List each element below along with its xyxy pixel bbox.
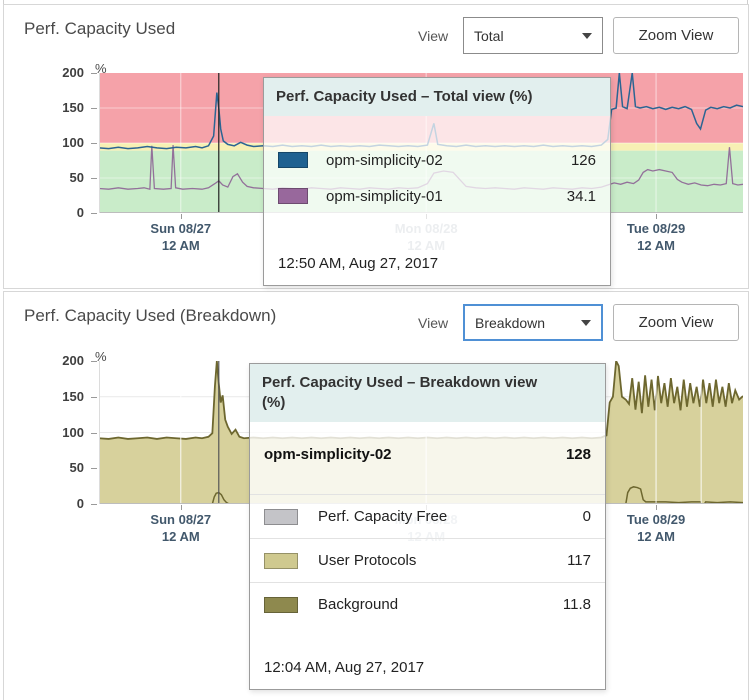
y-axis-tick-label: 50	[69, 170, 84, 185]
view-label: View	[418, 28, 449, 44]
y-axis-unit-label: %	[95, 61, 107, 76]
y-axis-tick-label: 0	[76, 205, 84, 220]
tooltip-timestamp: 12:50 AM, Aug 27, 2017	[278, 255, 439, 272]
y-axis-tick	[91, 468, 97, 470]
y-axis-tick-label: 50	[69, 460, 84, 476]
tooltip-row: opm-simplicity-02 126	[264, 148, 610, 172]
tooltip-row: opm-simplicity-01 34.1	[264, 184, 610, 208]
tooltip-row: Background 11.8	[250, 582, 605, 626]
series-color-swatch	[264, 508, 298, 525]
chart-tooltip-total: Perf. Capacity Used – Total view (%) opm…	[263, 77, 611, 286]
view-label: View	[418, 315, 449, 331]
tooltip-body: opm-simplicity-02 126 opm-simplicity-01 …	[264, 116, 610, 285]
y-axis-tick-label: 150	[62, 388, 84, 404]
tooltip-breakdown-rows: Perf. Capacity Free 0 User Protocols 117…	[250, 494, 605, 626]
tooltip-row: Perf. Capacity Free 0	[250, 494, 605, 538]
y-axis-tick-label: 200	[62, 353, 84, 368]
x-axis-label: Tue 08/29 12 AM	[626, 512, 686, 544]
series-color-swatch	[264, 596, 298, 613]
series-name: opm-simplicity-02	[326, 151, 443, 169]
page-title: Perf. Capacity Used	[24, 19, 176, 38]
x-axis-tick	[180, 505, 182, 510]
series-name: Perf. Capacity Free	[318, 508, 448, 525]
y-axis-tick-label: 100	[62, 424, 84, 440]
series-value: 11.8	[562, 596, 591, 613]
tooltip-row: User Protocols 117	[250, 538, 605, 582]
tooltip-timestamp: 12:04 AM, Aug 27, 2017	[264, 659, 425, 676]
y-axis-tick	[91, 504, 97, 505]
view-dropdown-value: Breakdown	[475, 314, 546, 331]
series-name: Background	[318, 596, 399, 613]
x-axis-tick	[656, 214, 658, 219]
series-name: User Protocols	[318, 552, 417, 569]
chevron-down-icon	[581, 319, 591, 326]
view-dropdown-breakdown[interactable]: Breakdown	[463, 304, 603, 341]
node-name: opm-simplicity-02	[264, 446, 392, 463]
series-name: opm-simplicity-01	[326, 187, 443, 205]
y-axis-tick	[91, 396, 97, 398]
y-axis-tick	[91, 213, 97, 214]
y-axis-tick-label: 0	[76, 496, 84, 511]
x-axis-label: Tue 08/29 12 AM	[626, 221, 686, 253]
y-axis-tick	[91, 73, 97, 74]
series-color-swatch	[278, 188, 308, 204]
y-axis-tick-label: 100	[62, 135, 84, 150]
area-outline-background-low-right	[625, 486, 743, 504]
chart-tooltip-breakdown: Perf. Capacity Used – Breakdown view (%)…	[249, 363, 606, 690]
zoom-view-button[interactable]: Zoom View	[613, 17, 739, 54]
outer-container-edge	[3, 0, 748, 4]
x-axis-label: Sun 08/27 12 AM	[150, 512, 212, 544]
y-axis-tick	[91, 108, 97, 109]
x-axis-label: Sun 08/27 12 AM	[150, 221, 212, 253]
page-title: Perf. Capacity Used (Breakdown)	[24, 306, 277, 325]
tooltip-title: Perf. Capacity Used – Breakdown view (%)	[250, 364, 605, 422]
chevron-down-icon	[582, 32, 592, 39]
y-axis-unit-label: %	[95, 349, 107, 364]
node-total-value: 128	[565, 446, 591, 463]
series-value: 34.1	[566, 187, 596, 205]
area-outline-background-low-left	[211, 491, 230, 504]
series-value: 117	[567, 552, 591, 569]
y-axis-tick	[91, 432, 97, 434]
zoom-view-button[interactable]: Zoom View	[613, 304, 739, 341]
series-color-swatch	[264, 552, 298, 569]
y-axis-tick	[91, 143, 97, 144]
y-axis-tick	[91, 178, 97, 179]
panel-perf-capacity-used-breakdown: Perf. Capacity Used (Breakdown) View Bre…	[3, 291, 749, 700]
tooltip-title: Perf. Capacity Used – Total view (%)	[264, 78, 610, 116]
series-value: 126	[570, 151, 596, 169]
series-value: 0	[582, 508, 591, 525]
x-axis-tick	[656, 505, 658, 510]
tooltip-total-row: opm-simplicity-02 128	[250, 446, 605, 463]
y-axis-tick	[91, 361, 97, 362]
tooltip-body: opm-simplicity-02 128 Perf. Capacity Fre…	[250, 422, 605, 689]
series-color-swatch	[278, 152, 308, 168]
y-axis-tick-label: 150	[62, 100, 84, 115]
view-dropdown-value: Total	[474, 27, 504, 44]
x-axis-tick	[180, 214, 182, 219]
panel-perf-capacity-used: Perf. Capacity Used View Total Zoom View…	[3, 4, 749, 289]
y-axis-tick-label: 200	[62, 65, 84, 80]
view-dropdown-total[interactable]: Total	[463, 17, 603, 54]
